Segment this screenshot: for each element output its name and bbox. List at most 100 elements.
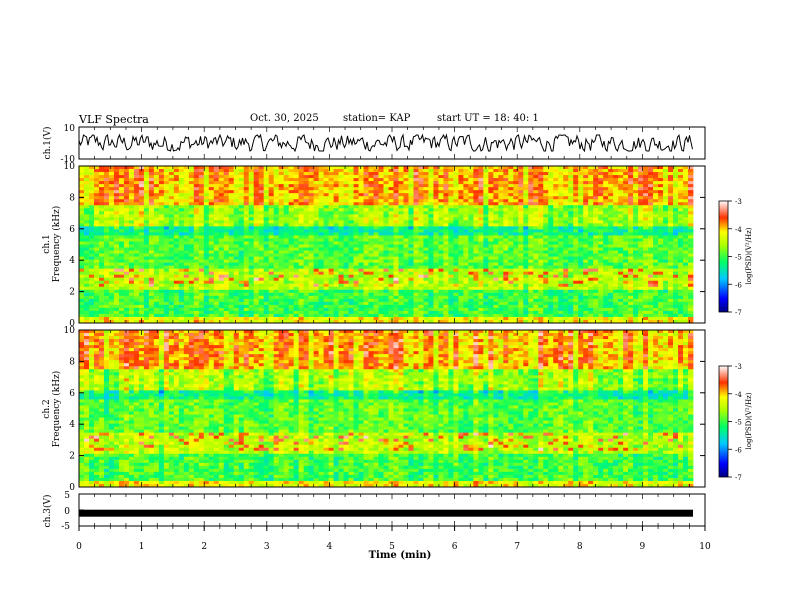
spectrogram-cell (158, 181, 165, 185)
spectrogram-cell (623, 229, 629, 233)
spectrogram-cell (338, 262, 344, 267)
spectrogram-cell (243, 253, 250, 257)
spectrogram-cell (303, 229, 310, 233)
spectrogram-cell (393, 166, 399, 170)
spectrogram-cell (683, 232, 689, 236)
spectrogram-cell (468, 205, 474, 209)
spectrogram-cell (628, 220, 634, 224)
spectrogram-cell (163, 256, 170, 260)
spectrogram-cell (533, 184, 539, 188)
spectrogram-cell (563, 202, 569, 206)
spectrogram-cell (193, 214, 200, 218)
spectrogram-cell (423, 265, 429, 270)
spectrogram-cell (333, 211, 339, 215)
spectrogram-cell (253, 271, 260, 276)
spectrogram-cell (423, 187, 429, 191)
spectrogram-cell (563, 211, 569, 215)
spectrogram-cell (443, 277, 449, 282)
spectrogram-cell (623, 280, 629, 285)
spectrogram-cell (203, 268, 210, 273)
spectrogram-cell (508, 178, 514, 182)
spectrogram-cell (378, 253, 384, 257)
spectrogram-cell (428, 223, 434, 227)
spectrogram-cell (248, 178, 255, 182)
spectrogram-cell (213, 241, 220, 245)
spectrogram-cell (408, 220, 414, 224)
spectrogram-cell (233, 271, 240, 276)
spectrogram-cell (79, 271, 85, 276)
spectrogram-cell (293, 283, 300, 288)
spectrogram-cell (158, 226, 165, 230)
spectrogram-cell (288, 268, 295, 273)
spectrogram-cell (93, 232, 100, 236)
spectrogram-cell (313, 268, 320, 273)
spectrogram-cell (158, 283, 165, 288)
spectrogram-cell (118, 241, 125, 245)
spectrogram-cell (308, 172, 315, 176)
spectrogram-cell (368, 178, 374, 182)
spectrogram-cell (288, 166, 295, 170)
spectrogram-cell (543, 202, 549, 206)
spectrogram-cell (638, 175, 644, 179)
spectrogram-cell (318, 214, 324, 218)
spectrogram-cell (203, 205, 210, 209)
spectrogram-cell (358, 178, 364, 182)
spectrogram-cell (303, 199, 310, 203)
spectrogram-cell (293, 235, 300, 239)
spectrogram-cell (363, 175, 369, 179)
spectrogram-cell (558, 166, 564, 170)
spectrogram-cell (448, 259, 454, 264)
spectrogram-cell (148, 250, 155, 254)
spectrogram-cell (228, 220, 235, 224)
spectrogram-cell (518, 271, 524, 276)
spectrogram-cell (523, 280, 529, 285)
spectrogram-cell (388, 190, 394, 194)
spectrogram-cell (173, 250, 180, 254)
spectrogram-cell (243, 235, 250, 239)
spectrogram-cell (203, 256, 210, 260)
spectrogram-cell (258, 187, 265, 191)
spectrogram-cell (578, 268, 584, 273)
spectrogram-cell (128, 202, 135, 206)
spectrogram-cell (208, 208, 215, 212)
spectrogram-cell (498, 232, 504, 236)
spectrogram-cell (343, 202, 349, 206)
spectrogram-cell (488, 190, 494, 194)
spectrogram-cell (228, 178, 235, 182)
spectrogram-cell (353, 256, 359, 260)
spectrogram-cell (458, 262, 464, 267)
spectrogram-cell (318, 175, 324, 179)
spectrogram-cell (493, 274, 499, 279)
spectrogram-cell (233, 241, 240, 245)
spectrogram-cell (453, 235, 459, 239)
spectrogram-cell (108, 232, 115, 236)
spectrogram-cell (418, 232, 424, 236)
spectrogram-cell (513, 229, 519, 233)
spectrogram-cell (508, 226, 514, 230)
spectrogram-cell (433, 274, 439, 279)
spectrogram-cell (503, 208, 509, 212)
spectrogram-cell (83, 259, 90, 264)
spectrogram-cell (128, 280, 135, 285)
spectrogram-cell (603, 169, 609, 173)
spectrogram-cell (488, 244, 494, 248)
spectrogram-cell (478, 241, 484, 245)
spectrogram-cell (388, 211, 394, 215)
spectrogram-cell (428, 226, 434, 230)
spectrogram-cell (473, 208, 479, 212)
spectrogram-cell (123, 166, 130, 170)
spectrogram-cell (108, 166, 115, 170)
spectrogram-cell (398, 253, 404, 257)
spectrogram-cell (213, 259, 220, 264)
ch1-waveform-ticks (78, 127, 706, 159)
spectrogram-cell (138, 181, 145, 185)
spectrogram-cell (628, 199, 634, 203)
spectrogram-cell (258, 247, 265, 251)
spectrogram-cell (648, 202, 654, 206)
spectrogram-cell (83, 208, 90, 212)
spectrogram-cell (658, 172, 664, 176)
spectrogram-cell (178, 211, 185, 215)
spectrogram-cell (168, 268, 175, 273)
spectrogram-cell (358, 172, 364, 176)
spectrogram-cell (273, 214, 280, 218)
